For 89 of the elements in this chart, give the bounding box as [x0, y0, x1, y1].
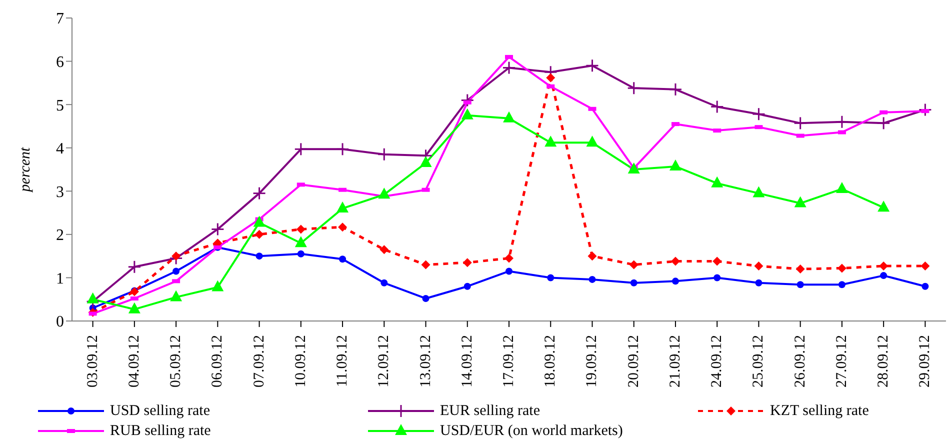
x-tick-label: 25.09.12 [750, 335, 767, 388]
x-tick-label: 21.09.12 [667, 335, 684, 388]
point [669, 159, 682, 170]
y-tick-label: 6 [56, 54, 64, 71]
legend-label: KZT selling rate [770, 402, 869, 420]
point [256, 252, 263, 260]
point [630, 279, 638, 286]
point [629, 260, 638, 270]
legend-label: USD/EUR (on world markets) [440, 422, 623, 440]
x-tick-label: 11.09.12 [334, 335, 351, 387]
point [878, 200, 890, 212]
x-tick-label: 04.09.12 [126, 335, 142, 388]
point [588, 276, 596, 283]
point [338, 222, 348, 232]
point [464, 282, 471, 290]
point [380, 279, 388, 286]
point [462, 258, 472, 268]
y-tick-label: 0 [56, 314, 64, 331]
point [506, 268, 512, 275]
point [752, 186, 765, 198]
point [922, 282, 929, 290]
point [754, 262, 764, 271]
point [461, 108, 474, 120]
x-tick-label: 10.09.12 [292, 335, 309, 388]
x-tick-label: 29.09.12 [917, 335, 934, 388]
x-tick-label: 26.09.12 [792, 335, 808, 388]
x-tick-label: 27.09.12 [834, 335, 850, 388]
x-tick-label: 28.09.12 [876, 335, 892, 388]
point [336, 201, 349, 212]
x-tick-label: 18.09.12 [542, 335, 559, 388]
x-tick-label: 24.09.12 [709, 335, 726, 388]
y-tick-label: 1 [56, 270, 64, 288]
point [421, 260, 430, 270]
point [796, 281, 804, 288]
legend-label: USD selling rate [110, 402, 210, 420]
point [546, 73, 556, 82]
point [588, 252, 597, 261]
point [547, 274, 554, 282]
legend-label: RUB selling rate [110, 422, 211, 440]
point [796, 264, 805, 274]
point [297, 250, 304, 258]
point [503, 111, 515, 122]
x-tick-label: 13.09.12 [418, 335, 434, 388]
point [714, 274, 721, 282]
point [838, 281, 846, 288]
point [920, 262, 930, 271]
x-tick-label: 14.09.12 [459, 335, 476, 388]
point [794, 196, 806, 208]
point [212, 280, 224, 292]
x-tick-label: 12.09.12 [376, 335, 392, 388]
point [755, 279, 762, 286]
x-tick-label: 03.09.12 [84, 335, 101, 388]
point [880, 272, 888, 280]
point [420, 156, 432, 168]
x-tick-label: 05.09.12 [168, 335, 184, 388]
x-tick-label: 07.09.12 [251, 335, 268, 388]
point [86, 292, 99, 304]
point [628, 162, 640, 174]
point [378, 188, 390, 199]
y-tick-label: 3 [56, 184, 64, 201]
y-tick-label: 2 [56, 227, 64, 244]
point [172, 252, 181, 261]
point [670, 256, 680, 266]
legend-label: EUR selling rate [440, 402, 540, 420]
point [711, 176, 724, 188]
point [380, 245, 389, 254]
x-tick-label: 19.09.12 [584, 335, 600, 388]
point [170, 290, 182, 302]
point [294, 236, 307, 248]
y-tick-label: 4 [56, 140, 64, 158]
point [296, 224, 306, 234]
point [254, 230, 264, 239]
point [172, 268, 180, 275]
point [504, 254, 514, 263]
point [836, 182, 848, 193]
y-axis-title: percent [17, 146, 34, 193]
point [128, 302, 140, 314]
x-tick-label: 20.09.12 [626, 335, 642, 388]
point [712, 256, 722, 266]
y-tick-label: 7 [56, 10, 64, 28]
point [253, 216, 266, 227]
point [586, 136, 598, 147]
point [672, 278, 679, 285]
point [422, 294, 430, 302]
x-tick-label: 06.09.12 [210, 335, 226, 388]
point [544, 136, 557, 147]
point [339, 256, 346, 263]
y-tick-label: 5 [56, 97, 64, 114]
x-tick-label: 17.09.12 [501, 335, 517, 388]
